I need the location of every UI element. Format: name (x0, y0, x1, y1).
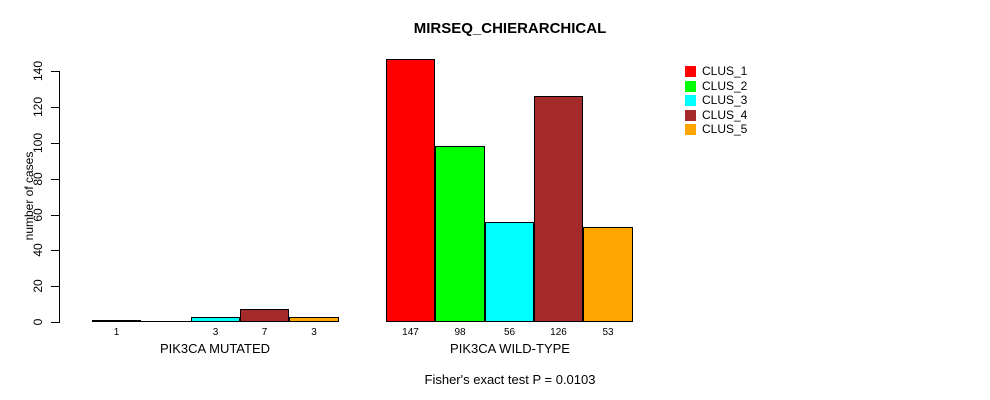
legend-swatch-icon (685, 109, 696, 121)
legend-item-clus_3: CLUS_3 (685, 93, 748, 107)
legend-label: CLUS_5 (702, 122, 748, 136)
legend-swatch-icon (685, 95, 696, 106)
legend: CLUS_1 CLUS_2 CLUS_3 CLUS_4 CLUS_5 (685, 64, 748, 139)
chart-title: MIRSEQ_CHIERARCHICAL (413, 20, 607, 37)
y-tick-label: 100 (31, 132, 45, 154)
bar-clus_1 (386, 59, 435, 322)
group-label-pik3ca-mutated: PIK3CA MUTATED (159, 341, 271, 356)
bar-value-label: 7 (261, 327, 268, 338)
y-tick-mark (51, 107, 59, 108)
y-tick-mark (51, 322, 59, 323)
y-tick-mark (51, 71, 59, 72)
y-axis-label: number of cases (22, 151, 36, 241)
y-tick-mark (51, 143, 59, 144)
legend-swatch-icon (685, 66, 696, 77)
legend-label: CLUS_4 (702, 107, 748, 122)
legend-item-clus_1: CLUS_1 (685, 64, 748, 78)
legend-item-clus_2: CLUS_2 (685, 78, 748, 93)
bar-clus_1 (92, 320, 141, 322)
y-axis-line (59, 71, 60, 323)
y-tick-label: 60 (31, 208, 45, 222)
y-tick-label: 80 (31, 172, 45, 186)
legend-label: CLUS_1 (702, 64, 748, 78)
y-tick-mark (51, 215, 59, 216)
legend-item-clus_5: CLUS_5 (685, 122, 748, 136)
bar-value-label: 56 (503, 327, 516, 338)
y-tick-label: 0 (31, 318, 45, 326)
y-tick-mark (51, 179, 59, 180)
bar-clus_5 (289, 317, 339, 322)
bar-value-label: 126 (550, 327, 567, 338)
legend-label: CLUS_3 (702, 93, 748, 107)
bar-clus_2 (435, 146, 485, 322)
bar-value-label: 3 (311, 327, 317, 338)
bar-value-label: 1 (113, 327, 120, 338)
bar-clus_4 (534, 96, 583, 322)
y-tick-label: 140 (31, 60, 45, 82)
legend-swatch-icon (685, 124, 696, 135)
y-tick-label: 40 (31, 243, 45, 257)
legend-item-clus_4: CLUS_4 (685, 107, 748, 122)
y-tick-label: 20 (31, 279, 45, 293)
y-tick-mark (51, 250, 59, 251)
bar-clus_4 (240, 309, 289, 322)
bar-clus_3 (485, 222, 534, 322)
bar-clus_5 (583, 227, 633, 322)
bar-clus_2 (141, 321, 191, 322)
bar-value-label: 53 (602, 327, 614, 338)
legend-label: CLUS_2 (702, 78, 748, 93)
fisher-test-footnote: Fisher's exact test P = 0.0103 (424, 372, 596, 387)
y-tick-label: 120 (31, 96, 45, 118)
bar-clus_3 (191, 317, 240, 322)
legend-swatch-icon (685, 80, 696, 92)
y-tick-mark (51, 286, 59, 287)
bar-value-label: 98 (454, 327, 466, 338)
group-label-pik3ca-wild-type: PIK3CA WILD-TYPE (450, 341, 570, 356)
bar-value-label: 3 (212, 327, 219, 338)
bar-value-label: 147 (402, 327, 419, 338)
